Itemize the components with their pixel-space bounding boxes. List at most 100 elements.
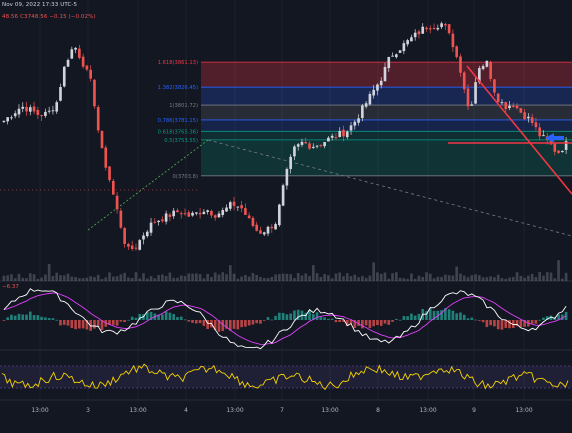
candle-body [345,131,349,138]
macd-histogram-bar [270,319,274,321]
volume-bar [410,273,413,281]
volume-bar [195,273,198,281]
candle-body [368,94,372,105]
candle-body [398,50,402,53]
volume-bar [455,266,459,281]
candle-body [96,107,100,131]
candle-body [278,204,281,226]
volume-bar [557,260,560,281]
volume-bar [515,272,519,281]
candle-body [13,113,17,117]
macd-histogram-bar [413,315,417,320]
volume-bar [236,278,240,281]
macd-histogram-bar [51,318,55,320]
macd-histogram-bar [425,311,428,320]
macd-histogram-bar [304,312,308,320]
macd-histogram-bar [10,314,13,320]
macd-histogram-bar [523,320,526,327]
volume-bar [255,275,259,281]
macd-histogram-bar [349,320,353,324]
candle-body [217,213,221,218]
volume-bar [225,274,228,281]
macd-histogram-bar [119,320,123,322]
candle-body [202,211,206,215]
volume-bar [198,274,202,281]
volume-bar [142,273,145,281]
candle-body [130,245,134,249]
macd-histogram-bar [74,320,77,330]
candle-body [259,230,262,234]
macd-histogram-bar [432,310,436,320]
volume-bar [6,275,9,281]
candle-body [394,54,398,58]
macd-histogram-bar [176,317,179,320]
macd-histogram-bar [108,320,111,325]
macd-histogram-bar [391,320,394,322]
volume-bar [28,273,32,281]
macd-histogram-bar [455,313,459,320]
volume-bar [247,276,251,281]
volume-bar [489,276,492,281]
macd-histogram-bar [538,319,542,321]
volume-bar [10,274,13,281]
candle-body [425,27,428,30]
candle-body [70,49,74,59]
candle-body [266,226,270,234]
candle-body [515,105,519,109]
candle-body [157,220,160,223]
macd-histogram-bar [311,314,315,320]
macd-histogram-bar [519,320,523,328]
volume-bar [240,276,243,281]
volume-bar [342,276,345,281]
volume-bar [100,278,104,281]
macd-histogram-bar [368,320,372,329]
candle-body [436,27,440,30]
candle-body [557,150,560,153]
macd-histogram-bar [478,320,481,321]
time-axis-label: 13:00 [31,407,48,414]
macd-histogram-bar [342,320,345,322]
candle-body [421,26,425,34]
candle-body [330,135,334,138]
volume-bar [206,273,209,281]
candle-body [372,89,375,96]
candle-body [149,222,153,233]
volume-bar [496,274,500,281]
volume-bar [474,274,477,281]
volume-bar [387,278,391,281]
volume-bar [285,273,289,281]
volume-bar [232,273,236,281]
volume-bar [417,275,421,281]
candle-body [195,212,198,214]
macd-histogram-bar [191,320,194,323]
volume-bar [315,273,319,281]
volume-bar [478,275,481,281]
macd-histogram-bar [251,320,255,325]
candle-body [274,224,277,230]
candle-body [357,118,360,123]
candle-body [413,32,417,38]
macd-histogram-bar [462,314,466,320]
candle-body [342,129,345,137]
candle-body [198,212,202,215]
volume-bar [330,278,334,281]
volume-bar [538,272,542,281]
volume-bar [138,278,142,281]
macd-histogram-bar [327,318,330,320]
volume-bar [153,278,157,281]
time-axis-label: 4 [184,407,188,414]
volume-bar [466,277,470,281]
fib-zone [201,139,572,176]
candle-body [549,138,553,145]
volume-bar [394,272,398,281]
time-axis-label: 8 [376,407,380,414]
volume-bar [357,277,360,281]
macd-histogram-bar [21,314,25,320]
macd-histogram-bar [55,319,59,321]
candle-body [100,130,104,149]
macd-signal-line [3,292,567,346]
volume-bar [274,274,277,281]
candle-body [62,66,66,87]
macd-histogram-bar [149,311,153,320]
